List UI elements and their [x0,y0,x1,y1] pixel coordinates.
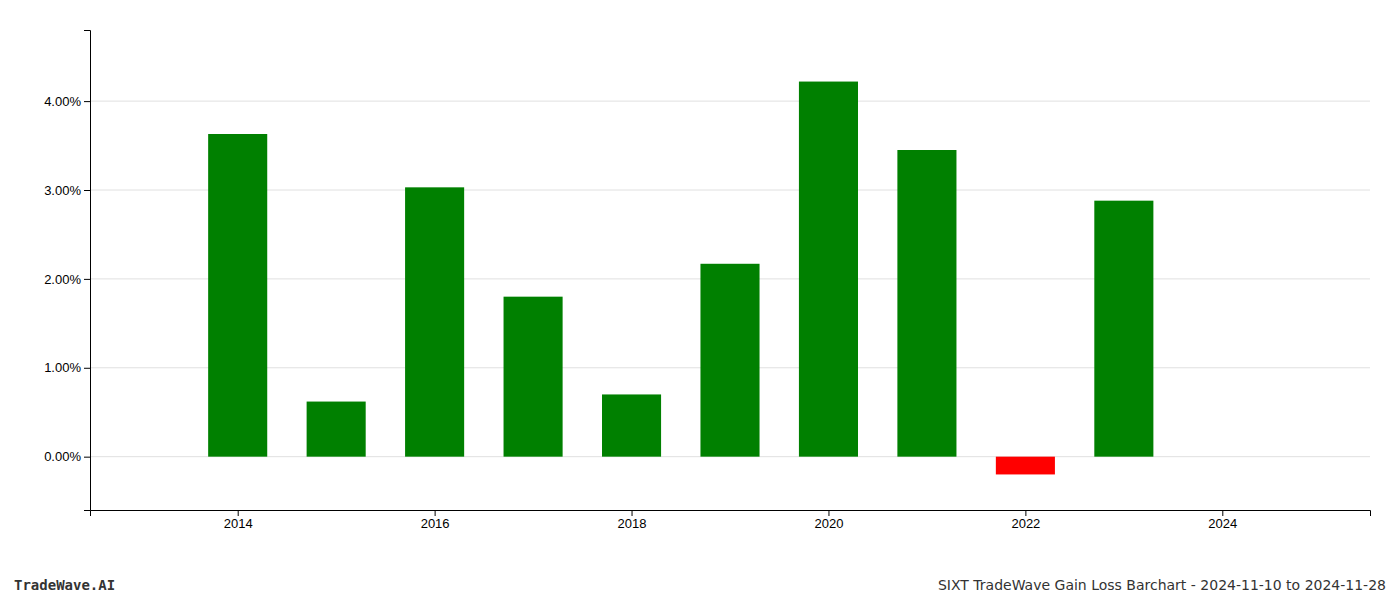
y-tick: 2.00% [44,272,90,287]
bar [1094,201,1153,457]
x-tick: 2014 [224,510,253,531]
bar [504,297,563,457]
x-tick-label: 2016 [421,516,450,531]
y-tick: 3.00% [44,183,90,198]
x-axis: 2014 2016 2018 2020 2022 2024 [91,510,1371,531]
x-tick-mark [828,510,829,516]
bar [208,134,267,457]
y-tick-label: 2.00% [44,272,81,287]
x-tick: 2022 [1011,510,1040,531]
x-tick-mark [435,510,436,516]
grid [90,101,1370,457]
bar [602,394,661,456]
x-tick-label: 2024 [1208,516,1237,531]
bar [307,402,366,457]
x-tick-label: 2018 [618,516,647,531]
x-tick-mark [632,510,633,516]
y-tick: 0.00% [44,449,90,464]
y-tick-label: 1.00% [44,360,81,375]
x-tick: 2020 [815,510,844,531]
y-tick-label: 4.00% [44,94,81,109]
x-tick-label: 2014 [224,516,253,531]
grid-line [90,101,1370,102]
y-tick-label: 0.00% [44,449,81,464]
y-tick-mark [84,457,90,458]
y-tick-mark [84,279,90,280]
grid-line [90,190,1370,191]
chart: 0.00% 1.00% 2.00% 3.00% 4.00% 2014 2016 2018 202… [0,0,1400,600]
bar [897,150,956,457]
y-tick-label: 3.00% [44,183,81,198]
x-axis-line [91,511,1371,517]
y-tick-mark [84,368,90,369]
y-axis-line [84,31,91,511]
x-tick-mark [1222,510,1223,516]
bar [996,457,1055,475]
title: SIXT TradeWave Gain Loss Barchart - 2024… [938,577,1386,593]
x-tick-label: 2020 [815,516,844,531]
bar [799,82,858,457]
bar [405,187,464,456]
x-tick: 2024 [1208,510,1237,531]
x-tick: 2018 [618,510,647,531]
x-tick-label: 2022 [1011,516,1040,531]
bar [700,264,759,457]
x-tick-mark [1025,510,1026,516]
x-tick-mark [238,510,239,516]
y-tick-mark [84,190,90,191]
plot: 0.00% 1.00% 2.00% 3.00% 4.00% 2014 2016 2018 202… [44,31,1370,532]
y-tick: 4.00% [44,94,90,109]
y-tick: 1.00% [44,360,90,375]
x-tick: 2016 [421,510,450,531]
y-tick-mark [84,101,90,102]
watermark: TradeWave.AI [14,577,115,593]
bars [208,82,1153,475]
y-axis: 0.00% 1.00% 2.00% 3.00% 4.00% [44,31,90,511]
